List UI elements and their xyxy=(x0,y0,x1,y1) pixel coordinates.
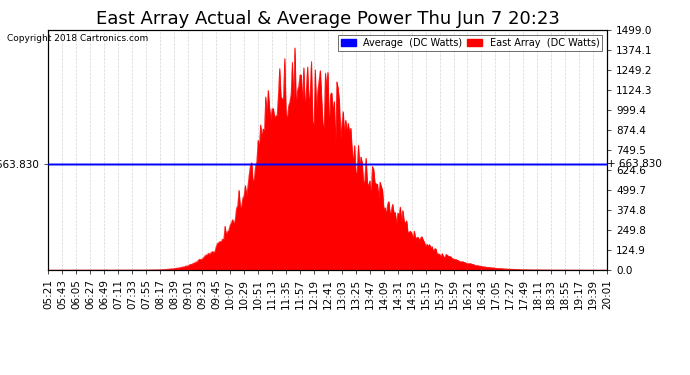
Text: Copyright 2018 Cartronics.com: Copyright 2018 Cartronics.com xyxy=(7,34,148,43)
Title: East Array Actual & Average Power Thu Jun 7 20:23: East Array Actual & Average Power Thu Ju… xyxy=(96,10,560,28)
Legend: Average  (DC Watts), East Array  (DC Watts): Average (DC Watts), East Array (DC Watts… xyxy=(338,35,602,51)
Text: + 663.830: + 663.830 xyxy=(607,159,662,169)
